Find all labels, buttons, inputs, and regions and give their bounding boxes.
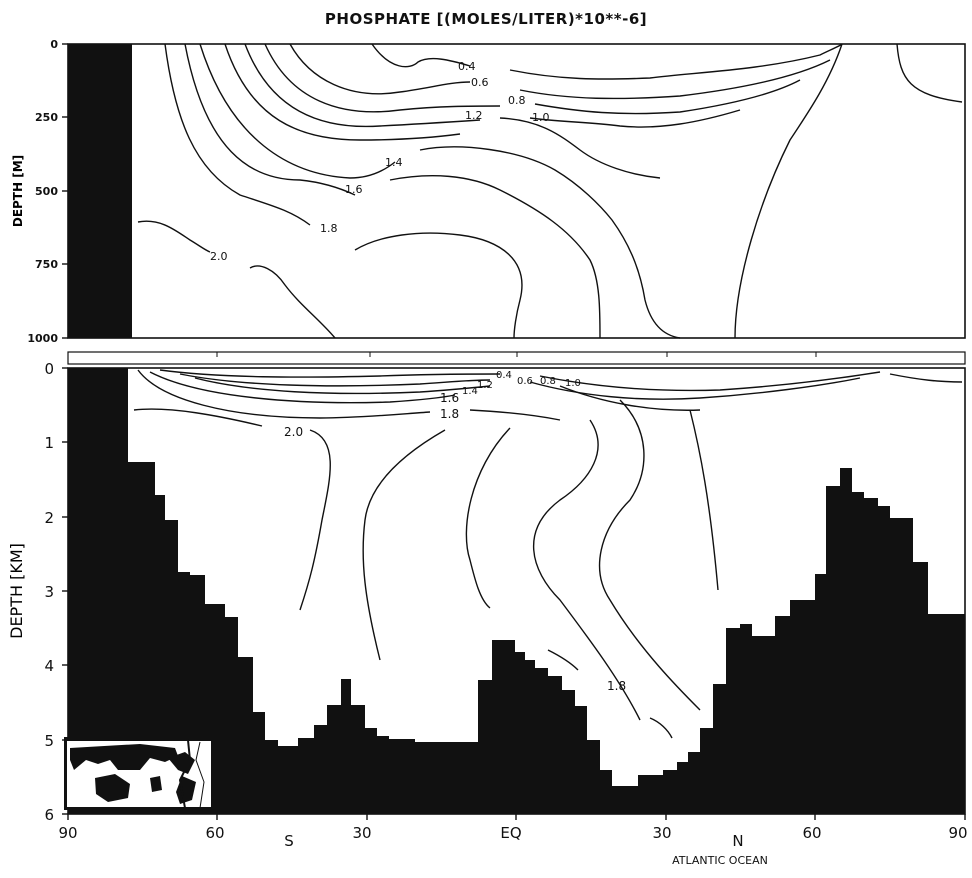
upper-y-axis: 0 250 500 750 1000 DEPTH [M] bbox=[11, 38, 68, 345]
upper-label-0.6: 0.6 bbox=[471, 76, 489, 89]
lower-y-tick-label: 6 bbox=[44, 806, 54, 824]
lower-y-axis-label: DEPTH [KM] bbox=[7, 543, 26, 639]
upper-contour-1.4 bbox=[199, 43, 396, 179]
lower-label-1.8: 1.8 bbox=[440, 407, 459, 421]
lower-contour-right-shallow bbox=[539, 371, 881, 392]
upper-contour-1.6 bbox=[184, 43, 356, 196]
lower-contour-mid1 bbox=[362, 429, 446, 661]
upper-contour-2.0 bbox=[137, 220, 211, 253]
upper-land-mass bbox=[68, 44, 132, 338]
upper-contour-0.6 bbox=[289, 43, 471, 95]
lower-contour-far-right bbox=[889, 373, 963, 383]
upper-contour-1.2b bbox=[499, 117, 661, 179]
upper-y-tick-label: 1000 bbox=[27, 332, 58, 345]
lower-y-tick-label: 2 bbox=[44, 509, 54, 527]
lower-contour-right-shallow3 bbox=[559, 385, 701, 411]
lower-x-axis: 90 60 30 EQ 30 60 90 S N ATLANTIC OCEAN bbox=[58, 814, 968, 867]
hemisphere-label-south: S bbox=[284, 832, 294, 850]
lower-contour-2.0b bbox=[299, 429, 331, 611]
x-tick-label: EQ bbox=[500, 824, 521, 842]
upper-label-2.0: 2.0 bbox=[210, 250, 228, 263]
upper-contour-1.6b bbox=[389, 174, 601, 339]
chart-title: PHOSPHATE [(MOLES/LITER)*10**-6] bbox=[324, 10, 648, 28]
separator-ticks bbox=[216, 352, 817, 357]
lower-contour-1.6 bbox=[149, 371, 456, 404]
x-tick-label: 90 bbox=[948, 824, 967, 842]
x-tick-label: 60 bbox=[205, 824, 224, 842]
upper-contour-0.8b bbox=[534, 79, 801, 115]
upper-contour-0.8 bbox=[264, 43, 501, 113]
lower-label-2.0: 2.0 bbox=[284, 425, 303, 439]
lower-label-0.4: 0.4 bbox=[496, 370, 512, 381]
lower-label-0.6: 0.6 bbox=[517, 376, 533, 387]
hemisphere-label-north: N bbox=[732, 832, 743, 850]
lower-y-tick-label: 3 bbox=[44, 583, 54, 601]
upper-y-tick-label: 500 bbox=[35, 185, 58, 198]
lower-label-0.8: 0.8 bbox=[540, 376, 556, 387]
x-tick-label: 60 bbox=[802, 824, 821, 842]
lower-label-1.6: 1.6 bbox=[440, 391, 459, 405]
upper-y-axis-label: DEPTH [M] bbox=[11, 155, 25, 227]
lower-label-1.0: 1.0 bbox=[565, 378, 581, 389]
lower-label-1.4: 1.4 bbox=[462, 386, 478, 397]
lower-contour-1.8b bbox=[469, 409, 561, 421]
upper-panel-frame bbox=[67, 43, 966, 339]
lower-label-1.8-deep: 1.8 bbox=[607, 679, 626, 693]
upper-contour-0.4b bbox=[509, 43, 843, 80]
upper-y-tick-label: 750 bbox=[35, 258, 58, 271]
upper-contour-1.8 bbox=[164, 43, 311, 226]
upper-contour-1.2 bbox=[224, 43, 461, 141]
upper-contour-1.0b bbox=[529, 109, 741, 128]
lower-label-1.2: 1.2 bbox=[477, 380, 493, 391]
inset-world-map bbox=[64, 737, 214, 810]
upper-contour-0.6b bbox=[519, 59, 831, 100]
upper-label-1.6: 1.6 bbox=[345, 183, 363, 196]
upper-label-0.8: 0.8 bbox=[508, 94, 526, 107]
upper-contour-right2 bbox=[734, 43, 843, 339]
upper-contour-1.4b bbox=[419, 146, 681, 339]
upper-contours bbox=[137, 43, 963, 339]
ocean-region-label: ATLANTIC OCEAN bbox=[672, 854, 768, 867]
upper-y-tick-label: 250 bbox=[35, 111, 58, 124]
upper-contour-0.4 bbox=[371, 43, 471, 68]
upper-y-tick-label: 0 bbox=[50, 38, 58, 51]
upper-contour-1.8b bbox=[354, 232, 523, 339]
lower-contour-1.8-deep2 bbox=[649, 717, 673, 739]
upper-label-1.4: 1.4 bbox=[385, 156, 403, 169]
lower-contour-mid2 bbox=[465, 427, 511, 609]
lower-contour-1.8-deep bbox=[547, 649, 579, 671]
lower-contour-shallow3 bbox=[194, 377, 491, 395]
upper-label-1.8: 1.8 bbox=[320, 222, 338, 235]
lower-contours bbox=[133, 369, 963, 739]
lower-y-tick-label: 1 bbox=[44, 434, 54, 452]
lower-contour-1.8 bbox=[137, 369, 431, 419]
lower-y-tick-label: 5 bbox=[44, 732, 54, 750]
upper-label-1.0: 1.0 bbox=[532, 111, 550, 124]
x-tick-label: 30 bbox=[352, 824, 371, 842]
lower-contour-2.0 bbox=[133, 408, 263, 427]
x-tick-label: 90 bbox=[58, 824, 77, 842]
lower-contour-shallow2 bbox=[179, 373, 491, 387]
lower-contour-labels: 0.4 0.6 0.8 1.0 1.2 1.4 1.6 1.8 2.0 1.8 bbox=[284, 370, 626, 693]
lower-contour-shallow1 bbox=[159, 369, 501, 378]
lower-y-axis: 0 1 2 3 4 5 6 DEPTH [KM] bbox=[7, 360, 68, 824]
upper-contour-labels: 0.4 0.6 0.8 1.0 1.2 1.4 1.6 1.8 2.0 bbox=[210, 60, 550, 263]
lower-y-tick-label: 4 bbox=[44, 657, 54, 675]
upper-label-1.2: 1.2 bbox=[465, 109, 483, 122]
upper-contour-1.0 bbox=[244, 43, 481, 128]
lower-contour-mid3 bbox=[533, 419, 641, 721]
upper-label-0.4: 0.4 bbox=[458, 60, 476, 73]
x-tick-label: 30 bbox=[652, 824, 671, 842]
seafloor-bathymetry bbox=[68, 368, 965, 814]
upper-contour-right bbox=[896, 43, 963, 103]
lower-y-tick-label: 0 bbox=[44, 360, 54, 378]
lower-contour-mid4 bbox=[598, 399, 701, 711]
lower-contour-right-deep bbox=[689, 409, 719, 591]
upper-contour-2.0b bbox=[249, 265, 336, 339]
